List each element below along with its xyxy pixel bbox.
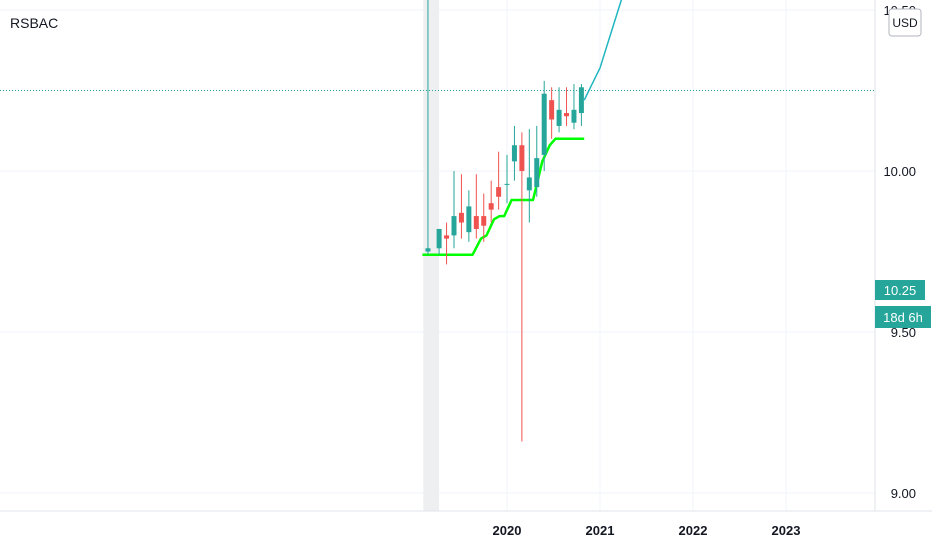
x-tick-label: 2021	[586, 523, 615, 538]
candle-body	[564, 113, 570, 117]
projection-arrow-line	[583, 0, 623, 101]
last-price-value: 10.25	[884, 283, 917, 298]
candle-body	[458, 212, 464, 223]
candle[interactable]	[436, 228, 442, 255]
candle[interactable]	[466, 190, 472, 242]
candle-body	[511, 145, 517, 162]
x-tick-label: 2020	[493, 523, 522, 538]
candle-body	[534, 158, 540, 188]
last-price-badge: 10.25	[875, 280, 925, 300]
currency-label: USD	[892, 16, 918, 30]
trailing-stop-line[interactable]	[422, 137, 585, 256]
candle-body	[504, 183, 510, 185]
candle[interactable]	[541, 80, 547, 171]
countdown-badge-bg	[875, 306, 931, 328]
candle[interactable]	[444, 222, 450, 265]
candle[interactable]	[534, 125, 540, 197]
x-tick-label: 2023	[772, 523, 801, 538]
candle[interactable]	[519, 132, 525, 442]
candle[interactable]	[564, 87, 570, 126]
candle[interactable]	[571, 84, 577, 130]
trailing-line	[422, 137, 585, 256]
candle-body	[549, 100, 555, 120]
candle[interactable]	[511, 125, 517, 181]
candle[interactable]	[496, 151, 502, 210]
candles[interactable]	[425, 0, 584, 442]
candle[interactable]	[425, 0, 431, 255]
candle-body	[473, 216, 479, 229]
candle[interactable]	[451, 171, 457, 249]
candle[interactable]	[488, 180, 494, 223]
candle-body	[466, 206, 472, 233]
candle-body	[444, 235, 450, 239]
candle[interactable]	[556, 87, 562, 133]
candle-body	[578, 87, 584, 114]
candle-body	[496, 187, 502, 197]
candle-body	[481, 216, 487, 226]
currency-button[interactable]: USD	[888, 8, 922, 37]
y-tick-label: 9.50	[891, 325, 916, 340]
time-axis[interactable]: 2020 2021 2022 2023	[493, 523, 801, 538]
candle[interactable]	[549, 87, 555, 139]
candle[interactable]	[526, 129, 532, 223]
last-price-badge-bg	[875, 280, 925, 300]
symbol-label: RSBAC	[10, 15, 58, 31]
candle[interactable]	[458, 174, 464, 239]
candle-body	[571, 109, 577, 123]
candle-body	[519, 145, 525, 171]
candle[interactable]	[504, 154, 510, 204]
y-tick-label: 9.00	[891, 486, 916, 501]
candle-body	[488, 203, 494, 210]
projection-arrow[interactable]	[583, 0, 714, 101]
y-tick-label: 10.00	[883, 164, 916, 179]
x-tick-label: 2022	[679, 523, 708, 538]
candle-body	[526, 177, 532, 191]
candle-body	[541, 93, 547, 155]
candle[interactable]	[481, 193, 487, 242]
candle-body	[451, 216, 457, 236]
countdown-value: 18d 6h	[883, 310, 923, 325]
candle-body	[556, 109, 562, 126]
countdown-badge: 18d 6h	[875, 306, 931, 328]
candle-body	[425, 248, 431, 252]
candle[interactable]	[578, 84, 584, 126]
candle-body	[436, 228, 442, 249]
candle[interactable]	[473, 174, 479, 239]
